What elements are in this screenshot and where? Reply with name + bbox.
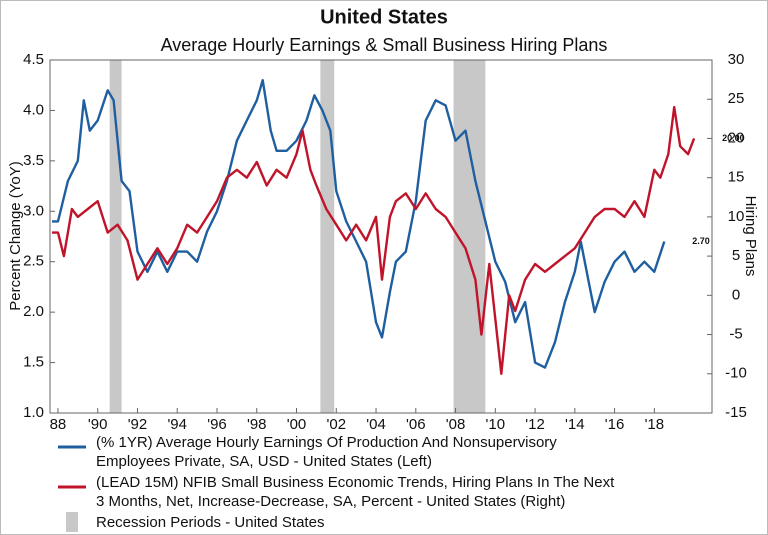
y-tick-label: 3.5 — [23, 152, 44, 169]
y2-tick-label: 0 — [732, 286, 740, 303]
y2-tick-label: 25 — [728, 90, 745, 107]
y-tick-label: 4.5 — [23, 51, 44, 68]
y2-tick-label: -5 — [729, 326, 742, 343]
x-tick-label: '08 — [446, 416, 466, 433]
legend-label: 3 Months, Net, Increase-Decrease, SA, Pe… — [96, 493, 565, 510]
y2-tick-label: 30 — [728, 51, 745, 68]
x-tick-label: '98 — [247, 416, 267, 433]
x-tick-label: '02 — [326, 416, 346, 433]
y2-tick-label: -10 — [725, 365, 747, 382]
x-tick-label: '12 — [525, 416, 545, 433]
legend-label: Recession Periods - United States — [96, 514, 324, 531]
x-tick-label: '96 — [207, 416, 227, 433]
y-tick-label: 1.0 — [23, 404, 44, 421]
x-tick-label: '10 — [486, 416, 506, 433]
x-tick-label: '16 — [605, 416, 625, 433]
end-label: 20.00 — [722, 133, 745, 143]
x-tick-label: 88 — [50, 416, 67, 433]
legend-label: Employees Private, SA, USD - United Stat… — [96, 453, 432, 470]
x-tick-label: '04 — [366, 416, 386, 433]
x-tick-label: '18 — [645, 416, 665, 433]
x-tick-label: '00 — [287, 416, 307, 433]
recession-band — [320, 60, 335, 413]
legend-label: (% 1YR) Average Hourly Earnings Of Produ… — [96, 434, 557, 451]
y2-tick-label: 5 — [732, 247, 740, 264]
y2-tick-label: 10 — [728, 208, 745, 225]
series-line — [52, 105, 696, 375]
x-tick-label: '92 — [128, 416, 148, 433]
x-tick-label: '94 — [167, 416, 187, 433]
x-tick-label: '06 — [406, 416, 426, 433]
end-label: 2.70 — [692, 236, 710, 246]
y2-tick-label: 15 — [728, 169, 745, 186]
y-tick-label: 1.5 — [23, 354, 44, 371]
y2-tick-label: -15 — [725, 404, 747, 421]
x-tick-label: '14 — [565, 416, 585, 433]
y-tick-label: 4.0 — [23, 101, 44, 118]
chart-subtitle: Average Hourly Earnings & Small Business… — [161, 35, 608, 55]
y2-axis-label: Hiring Plans — [742, 196, 759, 277]
y-tick-label: 3.0 — [23, 202, 44, 219]
plot-frame — [49, 59, 713, 414]
y-tick-label: 2.5 — [23, 253, 44, 270]
x-tick-label: '90 — [88, 416, 108, 433]
legend-swatch — [66, 512, 78, 532]
chart-title: United States — [320, 6, 448, 28]
y-axis-label: Percent Change (YoY) — [7, 161, 24, 311]
recession-band — [109, 60, 122, 413]
series-line — [52, 79, 666, 369]
y2-tick-label: 20 — [728, 129, 745, 146]
legend-label: (LEAD 15M) NFIB Small Business Economic … — [96, 474, 615, 491]
y-tick-label: 2.0 — [23, 303, 44, 320]
